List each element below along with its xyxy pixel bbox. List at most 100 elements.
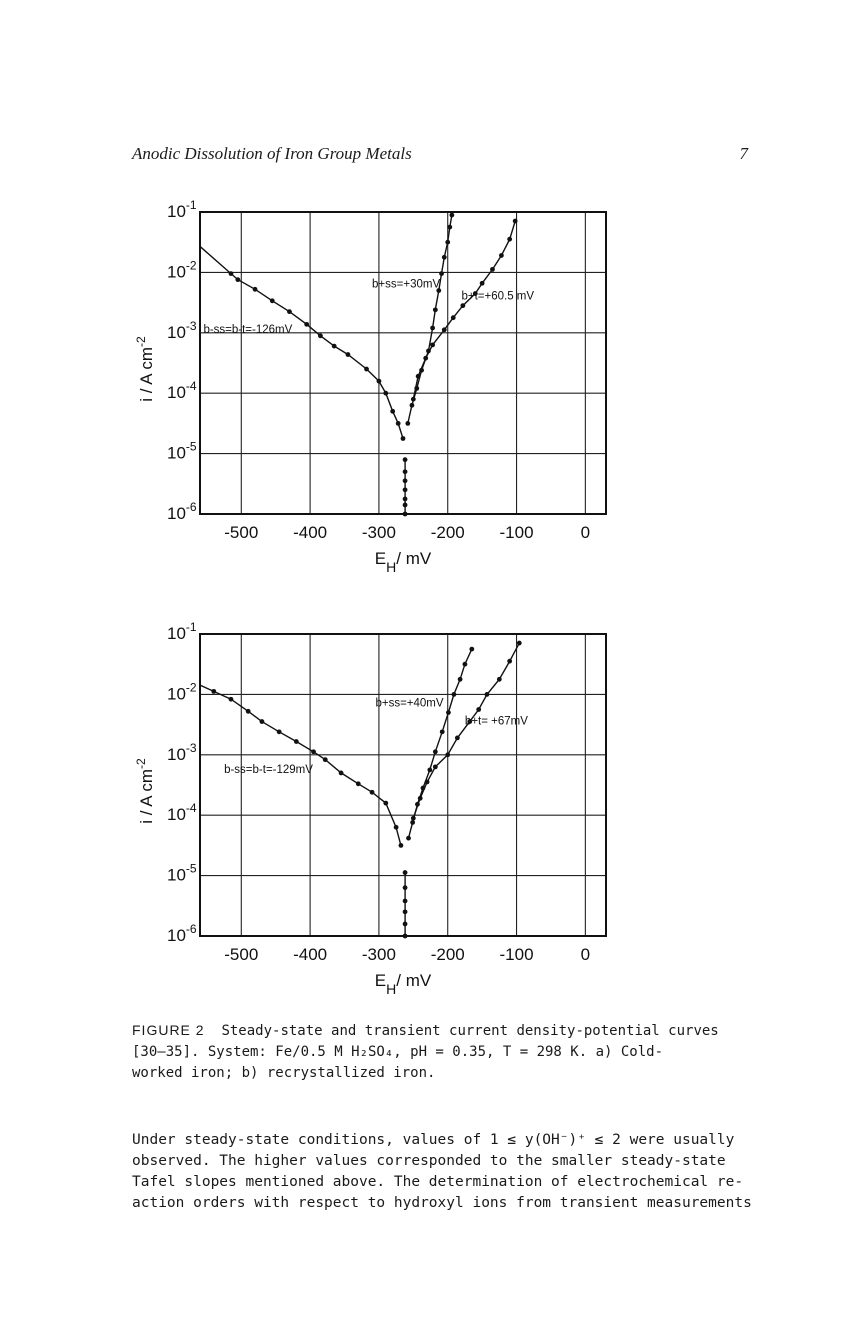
data-point xyxy=(369,789,375,795)
series-curve-cathodic xyxy=(213,690,402,846)
body-line-3: Tafel slopes mentioned above. The determ… xyxy=(132,1174,744,1190)
x-tick-label: -300 xyxy=(362,523,396,542)
x-axis-label: EH/ mV xyxy=(375,549,432,575)
body-paragraph: Under steady-state conditions, values of… xyxy=(132,1130,772,1214)
data-point xyxy=(450,315,456,321)
data-point xyxy=(447,224,453,230)
data-point xyxy=(287,309,292,315)
y-tick-label: 10-1 xyxy=(167,620,197,643)
data-point xyxy=(507,658,513,664)
data-point xyxy=(499,253,504,258)
tafel-annotation: b-ss=b-t=-126mV xyxy=(203,324,292,336)
x-tick-label: 0 xyxy=(581,945,590,964)
data-point xyxy=(410,815,416,821)
y-tick-label: 10-6 xyxy=(167,922,197,945)
tafel-annotation: b+t=+60.5 mV xyxy=(461,291,534,303)
data-point xyxy=(490,266,495,272)
data-point xyxy=(424,779,430,785)
data-point xyxy=(445,752,451,758)
data-point xyxy=(395,421,401,426)
data-point xyxy=(439,729,445,735)
data-point xyxy=(331,343,337,349)
caption-line-1: Steady-state and transient current densi… xyxy=(221,1023,719,1039)
data-point xyxy=(432,307,438,313)
data-point xyxy=(398,843,404,848)
data-point xyxy=(512,218,518,224)
cathodic-extension xyxy=(199,245,232,275)
tafel-annotation: b+ss=+30mV xyxy=(372,279,440,291)
data-point xyxy=(410,396,416,402)
series-curve-anodic-transient xyxy=(412,220,516,400)
plot-frame xyxy=(199,211,607,515)
data-point xyxy=(383,390,389,396)
data-point xyxy=(311,749,316,755)
polarization-chart-b: -500 -400 -300 -200 -100 0 10-1 10-2 10-3 10-4 10-… xyxy=(134,620,607,997)
data-point xyxy=(252,286,258,292)
data-point xyxy=(269,298,275,304)
body-line-1: Under steady-state conditions, values of… xyxy=(132,1132,735,1148)
y-tick-label: 10-1 xyxy=(167,198,197,221)
data-point xyxy=(432,764,438,770)
data-point xyxy=(405,421,411,426)
data-point xyxy=(507,236,513,242)
data-point xyxy=(441,327,447,333)
figure-panel-a: -500 -400 -300 -200 -100 0 10-1 10-2 10-3 10-4 10-… xyxy=(120,195,640,585)
series-curve-cathodic xyxy=(230,273,404,439)
caption-line-2: [30–35]. System: Fe/0.5 M H₂SO₄, pH = 0.… xyxy=(132,1044,664,1060)
x-tick-label: -100 xyxy=(500,523,534,542)
x-tick-label: -500 xyxy=(224,523,258,542)
data-point xyxy=(402,921,408,927)
x-tick-label: -500 xyxy=(224,945,258,964)
data-point xyxy=(469,646,475,652)
tafel-annotation: b-ss=b-t=-129mV xyxy=(224,764,313,776)
body-line-2: observed. The higher values corresponded… xyxy=(132,1153,726,1169)
data-point xyxy=(383,800,389,806)
tafel-annotation: b+t= +67mV xyxy=(465,716,528,728)
data-point xyxy=(259,719,265,724)
data-point xyxy=(446,710,451,715)
data-point xyxy=(516,640,522,646)
y-tick-label: 10-5 xyxy=(167,862,197,885)
y-tick-label: 10-2 xyxy=(167,680,197,703)
caption-label: FIGURE 2 xyxy=(132,1022,205,1038)
data-point xyxy=(402,487,408,493)
data-point xyxy=(451,692,457,697)
series-curve-anodic-steady-state xyxy=(407,648,473,839)
running-head: Anodic Dissolution of Iron Group Metals … xyxy=(132,144,748,164)
data-point xyxy=(467,719,473,724)
x-tick-label: 0 xyxy=(581,523,590,542)
figure-caption: FIGURE 2 Steady-state and transient curr… xyxy=(132,1020,762,1084)
data-point xyxy=(402,502,408,508)
x-tick-label: -400 xyxy=(293,945,327,964)
data-point xyxy=(393,824,399,830)
data-point xyxy=(402,885,408,891)
data-point xyxy=(430,342,435,348)
data-point xyxy=(402,870,408,875)
data-point xyxy=(432,749,438,755)
data-point xyxy=(318,333,323,339)
data-point xyxy=(484,692,490,697)
data-point xyxy=(430,325,435,331)
data-point xyxy=(436,288,442,293)
data-point xyxy=(402,478,408,484)
x-tick-label: -300 xyxy=(362,945,396,964)
data-point xyxy=(441,254,447,260)
data-point xyxy=(322,757,328,763)
page-number: 7 xyxy=(739,144,749,163)
data-point xyxy=(476,707,482,712)
data-point xyxy=(449,212,455,218)
data-point xyxy=(355,781,361,787)
y-tick-label: 10-4 xyxy=(167,801,197,824)
data-point xyxy=(402,457,408,463)
y-tick-label: 10-5 xyxy=(167,440,197,463)
polarization-chart-a: -500 -400 -300 -200 -100 0 10-1 10-2 10-3 10-4 10-… xyxy=(134,198,607,575)
data-point xyxy=(402,469,408,475)
figure-panel-b: -500 -400 -300 -200 -100 0 10-1 10-2 10-3 10-4 10-… xyxy=(120,617,640,1007)
data-point xyxy=(457,676,463,682)
data-point xyxy=(423,355,429,361)
data-point xyxy=(228,696,234,702)
data-point xyxy=(390,408,396,414)
data-point xyxy=(276,729,282,735)
data-point xyxy=(462,661,468,667)
body-line-4: action orders with respect to hydroxyl i… xyxy=(132,1195,752,1211)
